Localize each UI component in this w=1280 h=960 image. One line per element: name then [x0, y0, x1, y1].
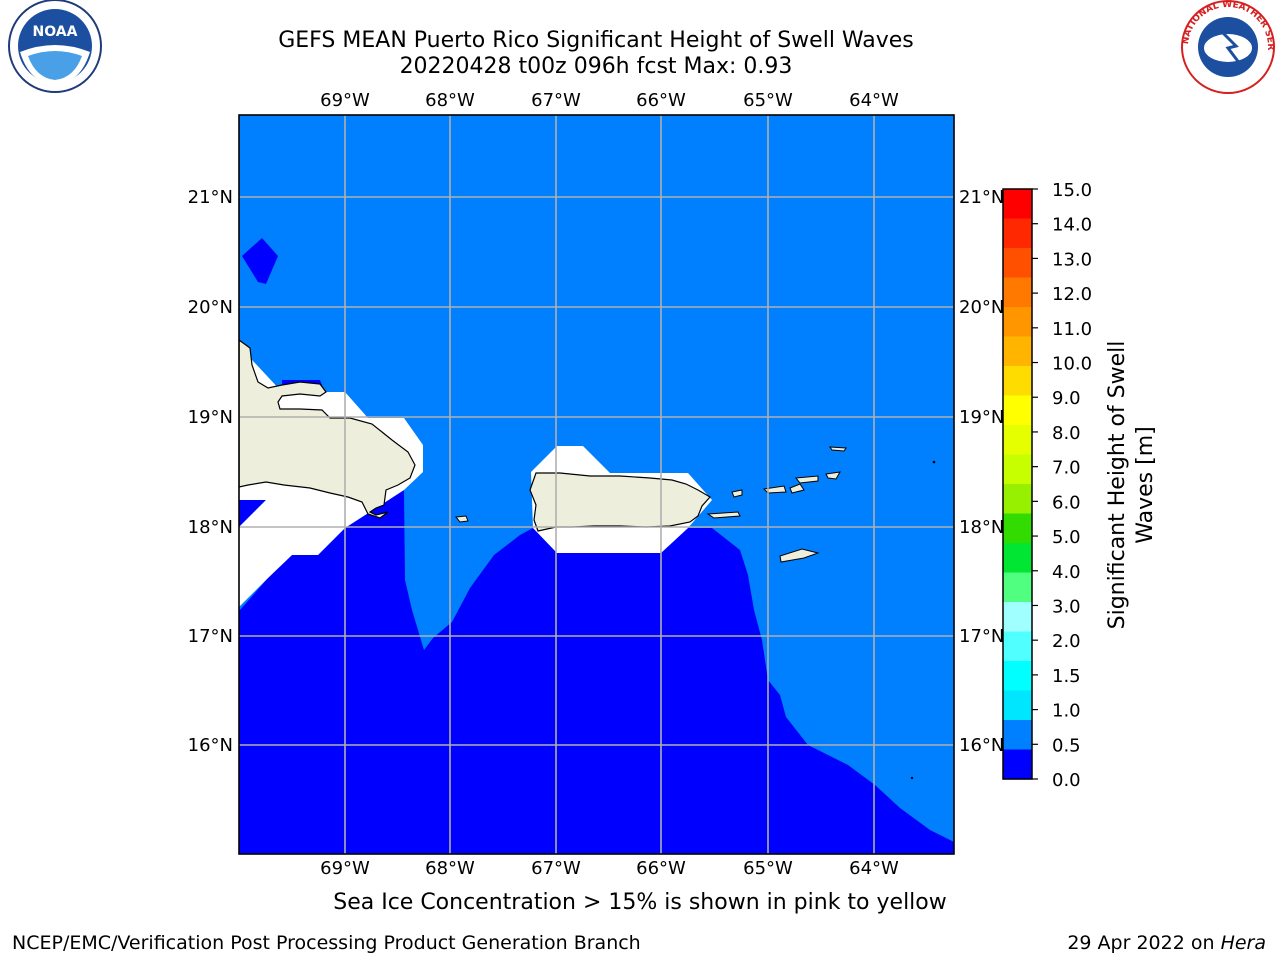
colorbar-label: Significant Height of Swell Waves [m] — [1105, 341, 1158, 630]
footer-host: Hera — [1220, 932, 1266, 954]
lat-label-left: 16°N — [188, 735, 233, 756]
colorbar-tick-label: 4.0 — [1052, 562, 1081, 583]
lon-label-bottom: 66°W — [636, 858, 686, 879]
land-sombrero — [932, 460, 936, 464]
land-hispaniola — [239, 339, 416, 519]
colorbar-swatch — [1003, 189, 1032, 220]
colorbar-swatch — [1003, 277, 1032, 308]
axis-labels: 69°W 69°W 68°W 68°W 67°W 67°W 66°W 66°W 65°W 65°W… — [188, 90, 1005, 879]
colorbar-tick-label: 11.0 — [1052, 319, 1092, 340]
lon-label-top: 68°W — [425, 90, 475, 111]
colorbar-swatch — [1003, 513, 1032, 544]
land-mona-island — [455, 515, 469, 523]
footer-date: 29 Apr 2022 on Hera — [1067, 932, 1266, 954]
colorbar-swatch — [1003, 307, 1032, 338]
lat-label-right: 18°N — [959, 517, 1004, 538]
lon-label-top: 67°W — [531, 90, 581, 111]
lon-label-top: 65°W — [743, 90, 793, 111]
ocean-dark-patch-nw — [242, 238, 278, 284]
colorbar-swatch — [1003, 218, 1032, 249]
lon-label-bottom: 68°W — [425, 858, 475, 879]
colorbar-tick-label: 7.0 — [1052, 458, 1081, 479]
colorbar-swatch — [1003, 631, 1032, 662]
colorbar-tick-label: 14.0 — [1052, 215, 1092, 236]
lat-label-right: 21°N — [959, 187, 1004, 208]
land-st-croix — [779, 548, 820, 563]
colorbar-swatch — [1003, 572, 1032, 603]
colorbar-swatch — [1003, 248, 1032, 279]
lon-label-bottom: 69°W — [320, 858, 370, 879]
lon-label-top: 69°W — [320, 90, 370, 111]
colorbar-swatch — [1003, 661, 1032, 692]
svg-text:NATIONAL WEATHER SERVICE: NATIONAL WEATHER SERVICE — [0, 0, 1275, 50]
lon-label-top: 64°W — [849, 90, 899, 111]
colorbar-label-line1: Significant Height of Swell — [1105, 341, 1130, 630]
lon-label-bottom: 67°W — [531, 858, 581, 879]
nws-logo: NATIONAL WEATHER SERVICE — [0, 0, 1275, 94]
land-vieques — [706, 511, 741, 519]
lon-label-bottom: 65°W — [743, 858, 793, 879]
lat-label-left: 20°N — [188, 297, 233, 318]
nws-logo-text: NATIONAL WEATHER SERVICE — [0, 0, 1275, 50]
map-title: GEFS MEAN Puerto Rico Significant Height… — [278, 28, 914, 53]
colorbar-swatch — [1003, 720, 1032, 751]
colorbar-tick-label: 15.0 — [1052, 180, 1092, 201]
lat-label-right: 16°N — [959, 735, 1004, 756]
colorbar-tick-label: 5.0 — [1052, 527, 1081, 548]
map-frame — [238, 114, 955, 855]
colorbar-tick-label: 6.0 — [1052, 492, 1081, 513]
colorbar-swatch — [1003, 395, 1032, 426]
map-subtitle: 20220428 t00z 096h fcst Max: 0.93 — [399, 54, 793, 79]
ocean-swell-0.0-0.5 — [239, 490, 954, 854]
map-area — [239, 115, 954, 854]
land-virgin-gorda — [825, 471, 841, 480]
colorbar-tick-label: 0.5 — [1052, 735, 1081, 756]
land-puerto-rico — [529, 472, 711, 532]
colorbar-swatch — [1003, 602, 1032, 633]
land-st-thomas — [762, 485, 787, 494]
colorbar-swatch — [1003, 690, 1032, 721]
footer-credit: NCEP/EMC/Verification Post Processing Pr… — [12, 932, 641, 954]
footer-date-prefix: 29 Apr 2022 on — [1067, 932, 1221, 954]
colorbar-swatch — [1003, 454, 1032, 485]
colorbar-tick-label: 10.0 — [1052, 354, 1092, 375]
colorbar-swatch — [1003, 425, 1032, 456]
lat-label-right: 19°N — [959, 407, 1004, 428]
colorbar-tick-label: 3.0 — [1052, 596, 1081, 617]
noaa-logo: NOAA — [8, 0, 102, 93]
lat-label-left: 21°N — [188, 187, 233, 208]
land-culebra — [731, 489, 743, 498]
colorbar-swatch — [1003, 543, 1032, 574]
map-grid — [239, 115, 954, 854]
colorbar-tick-label: 13.0 — [1052, 249, 1092, 270]
lat-label-left: 18°N — [188, 517, 233, 538]
colorbar-tick-label: 1.0 — [1052, 701, 1081, 722]
colorbar-tick-label: 2.0 — [1052, 631, 1081, 652]
colorbar-tick-label: 1.5 — [1052, 666, 1081, 687]
lat-label-left: 17°N — [188, 626, 233, 647]
colorbar-swatch — [1003, 749, 1032, 780]
lat-label-left: 19°N — [188, 407, 233, 428]
colorbar-swatch — [1003, 366, 1032, 397]
lat-label-right: 20°N — [959, 297, 1004, 318]
colorbar-tick-label: 12.0 — [1052, 284, 1092, 305]
colorbar: 15.0 14.0 13.0 12.0 11.0 10.0 9.0 8.0 7.0 6.0 5.0 4… — [1002, 180, 1092, 791]
land-anegada — [829, 446, 847, 452]
lon-label-bottom: 64°W — [849, 858, 899, 879]
colorbar-swatch — [1003, 336, 1032, 367]
lat-label-right: 17°N — [959, 626, 1004, 647]
colorbar-tick-label: 8.0 — [1052, 423, 1081, 444]
lon-label-top: 66°W — [636, 90, 686, 111]
land-st-john — [789, 483, 805, 494]
colorbar-frame — [1002, 188, 1033, 780]
colorbar-tick-label: 9.0 — [1052, 388, 1081, 409]
sea-ice-note: Sea Ice Concentration > 15% is shown in … — [333, 890, 947, 915]
colorbar-label-line2: Waves [m] — [1133, 426, 1158, 543]
land-isle-south — [910, 776, 914, 780]
land-tortola — [795, 475, 819, 484]
colorbar-swatch — [1003, 484, 1032, 515]
svg-text:NOAA: NOAA — [33, 24, 78, 40]
colorbar-tick-label: 0.0 — [1052, 770, 1081, 791]
